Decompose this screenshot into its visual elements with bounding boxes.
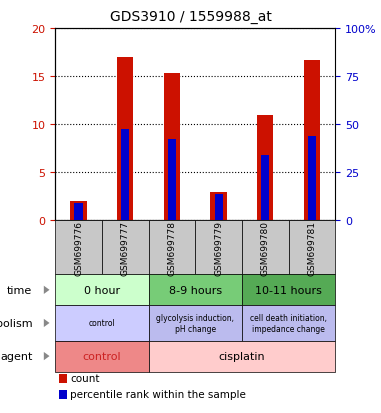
Text: agent: agent: [0, 351, 32, 361]
Text: 0 hour: 0 hour: [84, 285, 120, 295]
Text: GSM699778: GSM699778: [167, 221, 176, 275]
Text: GSM699780: GSM699780: [261, 221, 270, 275]
Text: GSM699777: GSM699777: [121, 221, 130, 275]
Text: percentile rank within the sample: percentile rank within the sample: [70, 389, 247, 399]
Text: cell death initiation,
impedance change: cell death initiation, impedance change: [250, 313, 327, 333]
Text: GDS3910 / 1559988_at: GDS3910 / 1559988_at: [110, 10, 271, 24]
Bar: [164, 74, 180, 221]
Bar: [70, 202, 87, 221]
Text: cisplatin: cisplatin: [219, 351, 265, 361]
Text: metabolism: metabolism: [0, 318, 32, 328]
Bar: [117, 58, 133, 221]
Text: glycolysis induction,
pH change: glycolysis induction, pH change: [156, 313, 234, 333]
Bar: [304, 61, 320, 221]
Bar: [75, 204, 83, 221]
Bar: [121, 130, 129, 221]
Text: control: control: [88, 319, 115, 328]
Bar: [168, 139, 176, 221]
Bar: [261, 156, 269, 221]
Text: 8-9 hours: 8-9 hours: [169, 285, 222, 295]
Text: GSM699776: GSM699776: [74, 221, 83, 275]
Text: 10-11 hours: 10-11 hours: [255, 285, 322, 295]
Text: time: time: [7, 285, 32, 295]
Bar: [257, 115, 274, 221]
Bar: [210, 192, 227, 221]
Bar: [215, 194, 223, 221]
Text: GSM699781: GSM699781: [307, 221, 317, 275]
Text: control: control: [83, 351, 121, 361]
Text: count: count: [70, 373, 100, 383]
Bar: [308, 136, 316, 221]
Text: GSM699779: GSM699779: [214, 221, 223, 275]
